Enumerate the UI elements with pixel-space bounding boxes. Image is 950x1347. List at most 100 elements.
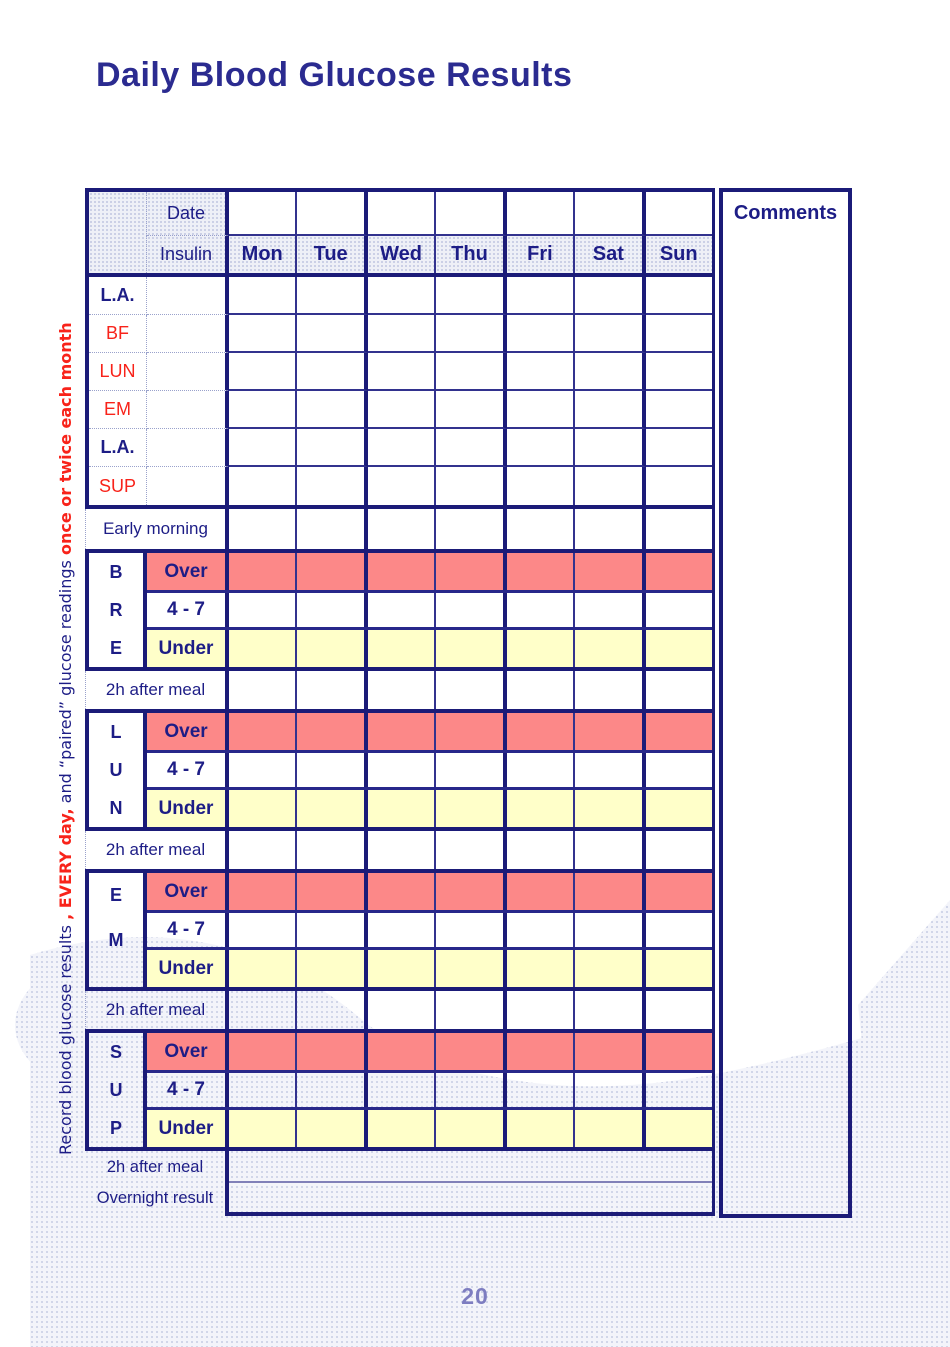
reading-cell (575, 913, 646, 947)
meal-letter: U (109, 759, 123, 780)
range-label-over: Over (147, 873, 229, 910)
range-label-under: Under (147, 630, 229, 667)
reading-cell (436, 429, 507, 467)
reading-cell (368, 509, 437, 549)
reading-cell (507, 671, 576, 709)
reading-cells (229, 315, 712, 353)
meal-letter: P (109, 1117, 122, 1138)
footer-row-label: Overnight result (96, 1189, 214, 1207)
separator-row: Early morning (85, 509, 715, 549)
reading-cell (229, 391, 298, 429)
reading-cell (646, 630, 712, 667)
reading-cell (646, 467, 712, 505)
reading-cell (575, 1073, 646, 1107)
reading-cell (507, 509, 576, 549)
glucose-table: Date Insulin Mon Tue Wed Thu Fri Sat Sun L.A. (85, 188, 715, 1216)
range-label-under: Under (147, 950, 229, 987)
reading-cell (436, 913, 507, 947)
day-header-fri: Fri (506, 236, 576, 273)
reading-cell (436, 1110, 507, 1147)
reading-cell (297, 913, 368, 947)
meal-letter: B (109, 561, 123, 582)
reading-cell (506, 429, 576, 467)
reading-cell (297, 671, 368, 709)
target-row: 4 - 7 (147, 913, 712, 950)
reading-cell (574, 1183, 643, 1212)
reading-cells (225, 671, 715, 709)
reading-cell (436, 391, 507, 429)
reading-cells (229, 467, 712, 505)
reading-cell (436, 790, 507, 827)
reading-cell (507, 630, 576, 667)
reading-cell (368, 991, 437, 1029)
reading-cell (229, 1073, 298, 1107)
reading-cells (229, 950, 712, 987)
meal-letter: U (109, 1079, 123, 1100)
reading-cells (229, 913, 712, 947)
reading-cells (229, 353, 712, 391)
reading-cell (367, 1183, 436, 1212)
reading-cell (368, 671, 437, 709)
reading-cell (368, 873, 437, 910)
reading-cell (367, 353, 437, 391)
reading-cell (436, 873, 507, 910)
reading-cell (229, 873, 298, 910)
insulin-row: SUP (89, 467, 712, 505)
reading-cell (229, 315, 298, 353)
insulin-dose-cell (147, 353, 229, 391)
meal-letter: L (110, 721, 122, 742)
side-note: Record blood glucose results , EVERY day… (56, 220, 75, 1155)
meal-letter: E (109, 885, 122, 905)
reading-cell (646, 913, 712, 947)
side-note-segment: and “paired” glucose readings (56, 555, 75, 809)
reading-cell (436, 831, 507, 869)
day-header-mon: Mon (229, 236, 298, 273)
reading-cell (229, 1183, 298, 1212)
reading-cell (229, 593, 298, 627)
reading-cells (229, 593, 712, 627)
reading-cell (575, 950, 646, 987)
reading-cell (297, 790, 368, 827)
separator-label: 2h after meal (85, 831, 225, 869)
day-header-thu: Thu (436, 236, 507, 273)
under-row: Under (147, 950, 712, 987)
over-row: Over (147, 553, 712, 593)
separator-row: 2h after meal (85, 991, 715, 1029)
reading-cell (575, 671, 646, 709)
range-label-target: 4 - 7 (147, 913, 229, 947)
side-note-segment-emphasis: once or twice each month (56, 322, 75, 556)
reading-cell (436, 1073, 507, 1107)
reading-cell (436, 467, 507, 505)
insulin-row: BF (89, 315, 712, 353)
reading-cell (646, 509, 712, 549)
meal-letter: E (109, 637, 122, 658)
reading-cell (575, 467, 646, 505)
reading-cell (229, 467, 298, 505)
reading-cell (575, 873, 646, 910)
insulin-row-label: LUN (89, 353, 147, 391)
reading-cell (575, 277, 646, 315)
reading-cell (645, 391, 712, 429)
reading-cell (229, 630, 298, 667)
reading-cell (507, 991, 576, 1029)
reading-cell (229, 950, 298, 987)
reading-cell (229, 1033, 298, 1070)
reading-cells (229, 753, 712, 787)
separator-label: 2h after meal (85, 991, 225, 1029)
corner-cell (89, 192, 147, 236)
reading-cell (436, 671, 507, 709)
insulin-dose-cell (147, 467, 229, 505)
insulin-row-label: EM (89, 391, 147, 429)
reading-cell (368, 1110, 437, 1147)
range-label-over: Over (147, 553, 229, 590)
reading-cell (575, 790, 646, 827)
reading-cell (436, 1151, 505, 1181)
target-row: 4 - 7 (147, 593, 712, 630)
reading-cells (225, 991, 715, 1029)
reading-cell (506, 353, 576, 391)
reading-cell (507, 753, 576, 787)
reading-cell (436, 277, 507, 315)
reading-cell (575, 1033, 646, 1070)
